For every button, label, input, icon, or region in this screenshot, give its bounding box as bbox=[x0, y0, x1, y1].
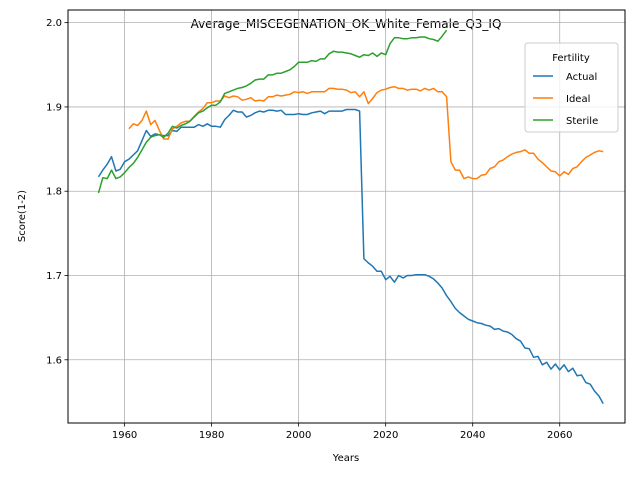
x-tick-label: 2000 bbox=[286, 430, 311, 441]
legend-title: Fertility bbox=[552, 53, 590, 64]
legend: Fertility Actual Ideal Sterile bbox=[524, 42, 619, 133]
x-axis-label: Years bbox=[332, 453, 359, 464]
y-tick-label: 1.7 bbox=[46, 271, 62, 282]
y-tick-label: 1.8 bbox=[46, 187, 62, 198]
x-tick-label: 1980 bbox=[199, 430, 224, 441]
y-tick-label: 2.0 bbox=[46, 18, 62, 29]
x-tick-label: 2060 bbox=[547, 430, 572, 441]
legend-label-sterile: Sterile bbox=[566, 116, 598, 127]
chart-title: Average_MISCEGENATION_OK_White_Female_Q3… bbox=[191, 17, 502, 31]
plot-area-frame bbox=[67, 9, 626, 424]
series-line-ideal bbox=[128, 85, 604, 180]
legend-label-ideal: Ideal bbox=[566, 94, 590, 105]
y-tick-label: 1.9 bbox=[46, 102, 62, 113]
legend-box bbox=[524, 42, 619, 133]
series-lines bbox=[97, 29, 604, 404]
x-tick-label: 1960 bbox=[112, 430, 137, 441]
series-line-sterile bbox=[97, 29, 448, 194]
x-tick-label: 2020 bbox=[373, 430, 398, 441]
axis-ticks: 1960 1980 2000 2020 2040 2060 1.6 1.7 1.8 1.9 2.0 bbox=[46, 18, 572, 441]
legend-label-actual: Actual bbox=[566, 72, 597, 83]
series-line-actual bbox=[97, 108, 604, 404]
x-tick-label: 2040 bbox=[460, 430, 485, 441]
y-tick-label: 1.6 bbox=[46, 355, 62, 366]
y-axis-label: Score(1-2) bbox=[17, 190, 28, 242]
